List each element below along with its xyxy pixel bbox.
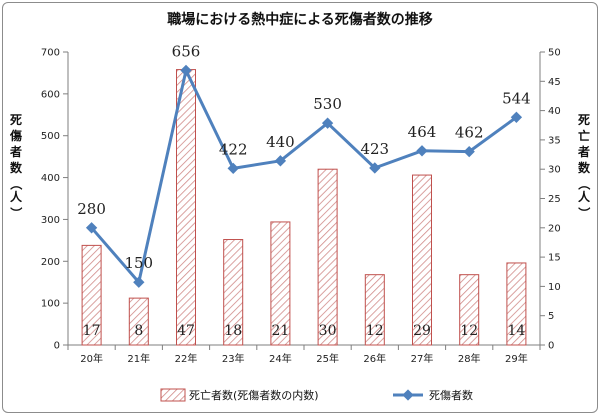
y-right-tick-label: 10 — [548, 282, 561, 293]
axis-title-char: 死 — [578, 113, 590, 127]
bar-data-label: 12 — [366, 323, 384, 339]
bar-data-label: 21 — [271, 323, 289, 339]
x-tick-label: 25年 — [316, 352, 339, 365]
bar-data-label: 18 — [224, 323, 242, 339]
bar-mark — [412, 174, 432, 346]
line-data-label: 422 — [219, 140, 248, 158]
bar-mark — [223, 239, 244, 346]
bar-mark — [317, 168, 338, 346]
axes: 0 100 200 300 400 500 600 700 0 5 10 15 20 25 30 35 40 45… — [41, 48, 561, 366]
x-tick-label: 20年 — [80, 352, 103, 365]
line-path — [90, 68, 518, 284]
axis-title-char: （ — [9, 178, 24, 190]
y-right-tick-label: 25 — [548, 194, 561, 205]
y-right-tick-label: 30 — [548, 165, 561, 176]
axis-title-char: 死 — [10, 113, 22, 127]
y-left-tick-label: 600 — [41, 89, 60, 100]
bar-mark — [270, 221, 291, 346]
y-left-tick-label: 300 — [41, 215, 60, 226]
line-data-label: 530 — [313, 95, 342, 113]
bar-series — [81, 69, 527, 346]
y-right-tick-label: 50 — [548, 48, 561, 59]
line-data-label: 440 — [266, 133, 295, 151]
axis-title-char: 者 — [577, 144, 590, 159]
y-right-tick-label: 35 — [548, 135, 561, 146]
line-point-marker — [369, 162, 381, 174]
axis-title-char: ） — [577, 207, 592, 219]
axis-title-char: 傷 — [9, 128, 22, 143]
line-data-label: 464 — [408, 123, 437, 141]
x-tick-label: 29年 — [505, 352, 528, 365]
bar-mark — [364, 274, 385, 346]
y-right-tick-label: 15 — [548, 253, 561, 264]
y-right-tick-label: 45 — [548, 77, 561, 88]
legend-label-bar: 死亡者数(死傷者数の内数) — [189, 388, 319, 402]
x-tick-label: 26年 — [363, 352, 386, 365]
line-point-marker — [227, 162, 239, 175]
bar-data-label: 8 — [134, 323, 143, 339]
chart-title: 職場における熱中症による死傷者数の推移 — [167, 11, 433, 28]
x-tick-label: 21年 — [127, 352, 150, 365]
y-right-tick-label: 40 — [548, 106, 561, 117]
data-labels: 17 8 47 18 21 30 12 29 12 14 280 150 656 422 440 530 423… — [77, 42, 530, 339]
legend-swatch-bar — [160, 388, 186, 402]
bar-mark — [506, 262, 527, 346]
y-left-tick-label: 400 — [41, 173, 60, 184]
x-tick-label: 28年 — [458, 352, 481, 365]
y-right-axis-title: 死亡者数 （人 ） — [577, 113, 592, 219]
line-series — [85, 64, 523, 288]
line-data-label: 462 — [455, 124, 484, 142]
bar-data-label: 29 — [413, 323, 431, 339]
y-left-tick-label: 0 — [54, 341, 60, 352]
axis-title-char: 数 — [10, 160, 23, 175]
y-right-tick-label: 5 — [548, 311, 554, 322]
bar-mark — [81, 244, 102, 346]
x-tick-label: 24年 — [269, 352, 292, 365]
line-point-marker — [463, 145, 475, 158]
bar-data-label: 17 — [83, 323, 101, 339]
axis-title-char: 数 — [578, 160, 591, 175]
x-tick-label: 23年 — [222, 352, 245, 365]
bar-data-label: 47 — [177, 323, 195, 339]
bar-mark — [176, 69, 196, 346]
line-point-marker — [274, 155, 287, 167]
bar-data-label: 14 — [507, 323, 525, 339]
legend: 死亡者数(死傷者数の内数) 死傷者数 — [160, 388, 473, 402]
axis-title-char: 人 — [578, 189, 591, 204]
y-left-tick-label: 500 — [41, 131, 60, 142]
bar-data-label: 30 — [319, 323, 337, 339]
axis-title-char: ） — [9, 207, 24, 219]
y-left-tick-label: 200 — [41, 257, 60, 268]
y-left-tick-label: 700 — [41, 48, 60, 59]
line-point-marker — [133, 276, 145, 288]
legend-label-line: 死傷者数 — [429, 388, 473, 402]
axis-title-char: 亡 — [578, 128, 590, 143]
y-right-tick-label: 20 — [548, 223, 561, 234]
bar-data-label: 12 — [460, 323, 478, 339]
line-data-label: 150 — [124, 254, 153, 272]
y-left-axis-title: 死傷者数 （人 ） — [9, 113, 24, 219]
bar-mark — [459, 274, 480, 346]
axis-title-char: 人 — [10, 189, 23, 204]
axis-title-char: （ — [577, 178, 592, 190]
y-right-tick-label: 0 — [548, 341, 554, 352]
line-data-label: 656 — [172, 42, 201, 60]
line-data-label: 280 — [77, 200, 106, 218]
x-tick-label: 27年 — [411, 352, 434, 365]
line-point-marker — [416, 145, 428, 157]
legend-marker-diamond — [402, 389, 414, 401]
line-data-label: 423 — [360, 140, 389, 158]
line-data-label: 544 — [502, 89, 531, 107]
y-left-tick-label: 100 — [41, 299, 60, 310]
axis-title-char: 者 — [9, 144, 22, 159]
bar-mark — [128, 297, 149, 346]
x-tick-label: 22年 — [175, 352, 198, 365]
